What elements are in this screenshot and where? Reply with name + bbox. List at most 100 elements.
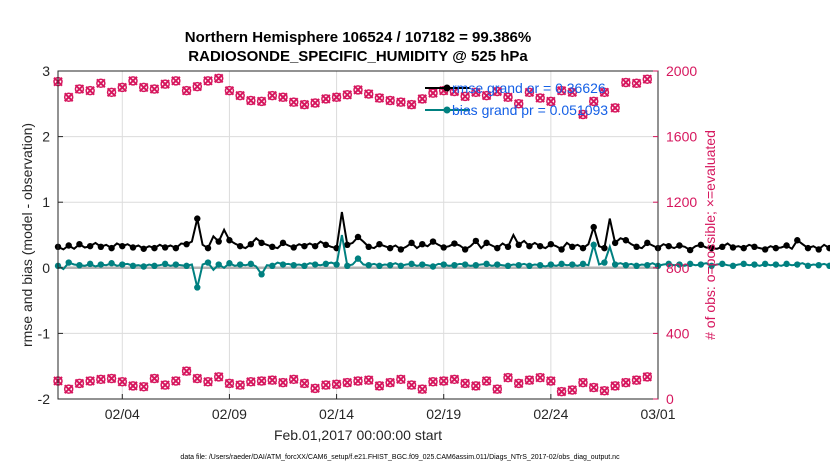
- series-1-point: [536, 261, 544, 269]
- obs-x-stroke: [192, 81, 202, 92]
- obs-evaluated-point: [299, 378, 310, 389]
- obs-possible-x-point: [428, 88, 438, 98]
- obs-possible-point: [74, 84, 85, 94]
- series-0-point: [354, 233, 362, 241]
- series-1-point: [301, 262, 308, 270]
- obs-x-stroke: [278, 377, 288, 388]
- obs-evaluated-point: [546, 376, 556, 386]
- obs-possible-x-point: [321, 94, 331, 104]
- obs-x-stroke: [299, 99, 310, 110]
- series-0-point: [761, 246, 769, 253]
- obs-x-stroke: [406, 99, 417, 110]
- obs-possible-x-point: [503, 92, 513, 102]
- obs-evaluated-point: [524, 375, 535, 385]
- obs-possible-x-point: [406, 99, 417, 110]
- obs-possible-point: [535, 93, 545, 103]
- obs-x-stroke: [85, 85, 95, 96]
- x-axis-label: Feb.01,2017 00:00:00 start: [274, 427, 442, 443]
- obs-evaluated-point: [139, 381, 149, 392]
- y2-tick-label-2: 800: [666, 260, 690, 276]
- obs-possible-point: [428, 88, 438, 98]
- obs-evaluated-point: [589, 382, 599, 393]
- series-0-point: [97, 243, 105, 251]
- series-0-point: [740, 244, 747, 252]
- series-1-point: [279, 261, 287, 268]
- obs-possible-point: [417, 94, 428, 104]
- obs-evaluated-point: [599, 386, 610, 396]
- obs-x-stroke: [331, 92, 342, 102]
- series-1-point: [354, 255, 362, 262]
- series-0-point: [590, 223, 597, 231]
- obs-x-stroke: [610, 381, 620, 391]
- obs-x-stroke: [631, 78, 642, 89]
- obs-possible-x-point: [460, 91, 470, 102]
- obs-possible-point: [128, 76, 138, 86]
- obs-possible-point: [524, 87, 535, 98]
- obs-possible-x-point: [96, 78, 106, 89]
- obs-x-stroke: [364, 375, 374, 385]
- series-1-point: [644, 261, 651, 269]
- y-axis-ticks: -2 -1 0 1 2 3: [38, 63, 63, 407]
- x-tick-label-4: 02/24: [533, 406, 568, 422]
- obs-x-stroke: [117, 377, 127, 387]
- obs-evaluated-circle: [385, 377, 395, 388]
- x-axis-ticks: 02/04 02/09 02/14 02/19 02/24 03/01: [105, 394, 676, 422]
- series-1-point: [569, 261, 576, 268]
- obs-x-stroke: [278, 92, 288, 102]
- obs-x-stroke: [74, 378, 85, 389]
- series-1-point: [794, 261, 801, 268]
- series-0-point: [494, 244, 501, 252]
- obs-evaluated-point: [374, 381, 385, 391]
- obs-possible-x-point: [492, 86, 502, 97]
- series-0-point: [526, 242, 533, 250]
- obs-evaluated-point: [631, 375, 642, 385]
- obs-x-stroke: [374, 381, 385, 391]
- series-1-point: [97, 261, 105, 268]
- obs-possible-point: [492, 86, 503, 97]
- obs-x-stroke: [203, 377, 213, 387]
- obs-possible-point: [588, 96, 599, 107]
- obs-x-stroke: [267, 375, 277, 385]
- obs-x-stroke: [417, 94, 427, 104]
- obs-evaluated-circle: [599, 386, 610, 396]
- series-0-point: [151, 244, 158, 252]
- obs-evaluated-point: [171, 376, 181, 386]
- obs-evaluated-circle: [556, 386, 567, 397]
- obs-evaluated-point: [310, 383, 320, 394]
- obs-x-stroke: [492, 384, 502, 394]
- obs-evaluated-point: [385, 377, 395, 388]
- series-1-point: [258, 271, 265, 278]
- obs-evaluated-circle: [267, 375, 278, 385]
- series-0-point: [719, 243, 726, 251]
- obs-evaluated-circle: [428, 377, 438, 387]
- obs-x-stroke: [514, 99, 524, 109]
- series-1-point: [665, 260, 672, 268]
- obs-evaluated-circle: [63, 384, 74, 394]
- obs-x-stroke: [353, 85, 363, 95]
- obs-evaluated-point: [406, 380, 417, 390]
- series-0-point: [676, 242, 683, 249]
- obs-x-stroke: [481, 376, 492, 386]
- obs-possible-x-point: [171, 76, 181, 86]
- series-1-point: [526, 262, 533, 270]
- obs-possible-point: [353, 85, 363, 95]
- obs-evaluated-circle: [192, 373, 203, 384]
- obs-evaluated-circle: [460, 378, 470, 389]
- obs-evaluated-circle: [396, 374, 406, 385]
- y-tick-label-3: 1: [42, 194, 50, 210]
- obs-evaluated-circle: [331, 379, 342, 389]
- obs-x-stroke: [514, 378, 524, 389]
- series-0-point: [686, 246, 694, 254]
- obs-evaluated-circle: [278, 377, 288, 388]
- series-1-point: [676, 261, 683, 268]
- obs-evaluated-circle: [546, 376, 556, 386]
- obs-evaluated-point: [85, 376, 95, 386]
- obs-evaluated-point: [460, 378, 470, 389]
- obs-x-stroke: [321, 380, 331, 390]
- obs-evaluated-point: [481, 376, 492, 386]
- series-0-point: [536, 242, 544, 250]
- series-1-point: [419, 261, 426, 268]
- obs-evaluated-point: [514, 378, 524, 389]
- obs-x-stroke: [289, 97, 299, 107]
- series-1-point: [729, 262, 737, 270]
